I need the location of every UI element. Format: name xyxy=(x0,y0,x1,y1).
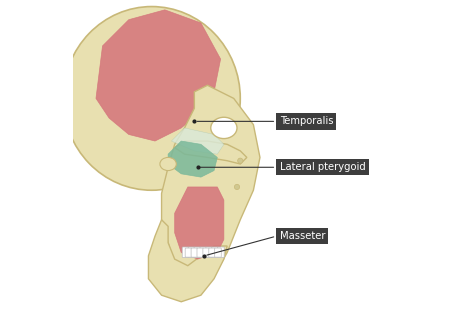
Text: Temporalis: Temporalis xyxy=(280,116,333,126)
FancyBboxPatch shape xyxy=(212,247,219,257)
Circle shape xyxy=(237,158,243,163)
Text: Lateral pterygoid: Lateral pterygoid xyxy=(280,162,365,172)
Polygon shape xyxy=(175,141,247,164)
Polygon shape xyxy=(148,220,227,302)
FancyBboxPatch shape xyxy=(194,247,201,257)
Polygon shape xyxy=(162,85,260,285)
Polygon shape xyxy=(175,187,224,259)
FancyBboxPatch shape xyxy=(215,248,221,257)
FancyBboxPatch shape xyxy=(191,248,198,257)
Polygon shape xyxy=(168,141,217,177)
Polygon shape xyxy=(172,128,224,154)
Ellipse shape xyxy=(63,7,240,190)
FancyBboxPatch shape xyxy=(197,248,203,257)
FancyBboxPatch shape xyxy=(218,247,224,257)
FancyBboxPatch shape xyxy=(188,247,195,257)
FancyBboxPatch shape xyxy=(185,248,192,257)
Ellipse shape xyxy=(211,117,237,138)
FancyBboxPatch shape xyxy=(200,247,207,257)
Polygon shape xyxy=(96,10,220,141)
FancyBboxPatch shape xyxy=(206,247,212,257)
FancyBboxPatch shape xyxy=(203,248,210,257)
Ellipse shape xyxy=(160,157,176,171)
Circle shape xyxy=(234,184,240,190)
Text: Masseter: Masseter xyxy=(280,231,325,241)
FancyBboxPatch shape xyxy=(209,248,215,257)
FancyBboxPatch shape xyxy=(182,247,189,257)
